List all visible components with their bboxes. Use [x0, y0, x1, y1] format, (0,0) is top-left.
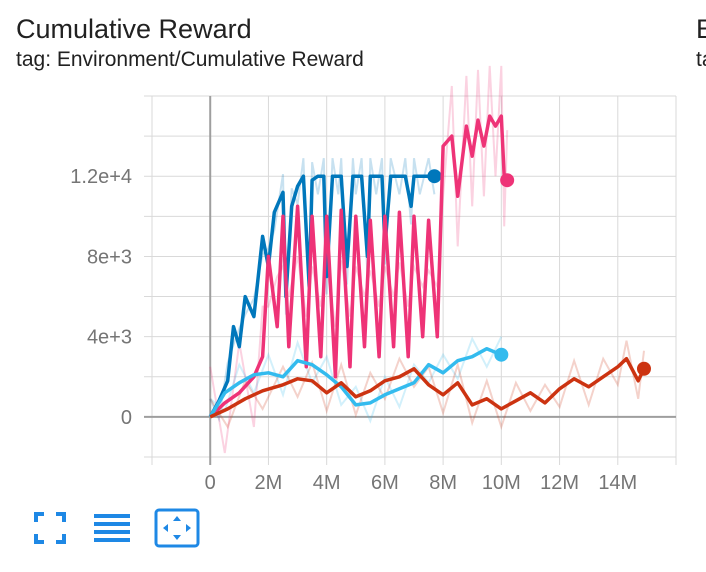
- series-end-dot: [427, 169, 442, 184]
- chart-card-title: Cumulative Reward: [16, 14, 252, 44]
- series-end-dot: [500, 173, 515, 188]
- x-tick-label: 4M: [313, 472, 341, 494]
- series-line: [209, 356, 646, 419]
- cumulative-reward-chart[interactable]: 0 2M 4M 6M 8M 10M 12M 14M 0 4e+3 8e+3 1.2e+4: [0, 0, 706, 500]
- x-tick-label: 10M: [482, 472, 521, 494]
- series-line: [208, 114, 509, 419]
- x-tick-label: 0: [205, 472, 216, 494]
- series-end-dot: [636, 361, 651, 376]
- series-line: [208, 174, 435, 418]
- toggle-log-scale-icon[interactable]: [92, 508, 132, 548]
- tick-labels: 0 2M 4M 6M 8M 10M 12M 14M 0 4e+3 8e+3 1.2e+4: [70, 166, 637, 494]
- series-layer: [208, 114, 651, 419]
- x-tick-label: 2M: [255, 472, 283, 494]
- y-tick-label: 0: [121, 407, 132, 429]
- chart-grid: [144, 95, 677, 465]
- x-tick-label: 14M: [598, 472, 637, 494]
- series-end-dot: [494, 347, 509, 362]
- fit-domain-icon[interactable]: [154, 508, 200, 548]
- series-line: [208, 346, 502, 418]
- y-tick-label: 1.2e+4: [70, 166, 132, 188]
- next-card-tag: ta: [696, 48, 706, 71]
- x-tick-label: 8M: [429, 472, 457, 494]
- next-card-title: E: [696, 14, 706, 44]
- expand-icon[interactable]: [30, 508, 70, 548]
- x-tick-label: 12M: [540, 472, 579, 494]
- x-tick-label: 6M: [371, 472, 399, 494]
- series-raw-line: [209, 336, 503, 424]
- y-tick-label: 4e+3: [87, 327, 132, 349]
- chart-card-tag: tag: Environment/Cumulative Reward: [16, 48, 364, 71]
- y-tick-label: 8e+3: [87, 246, 132, 268]
- chart-axes: [144, 96, 676, 465]
- series-raw-line: [209, 340, 645, 431]
